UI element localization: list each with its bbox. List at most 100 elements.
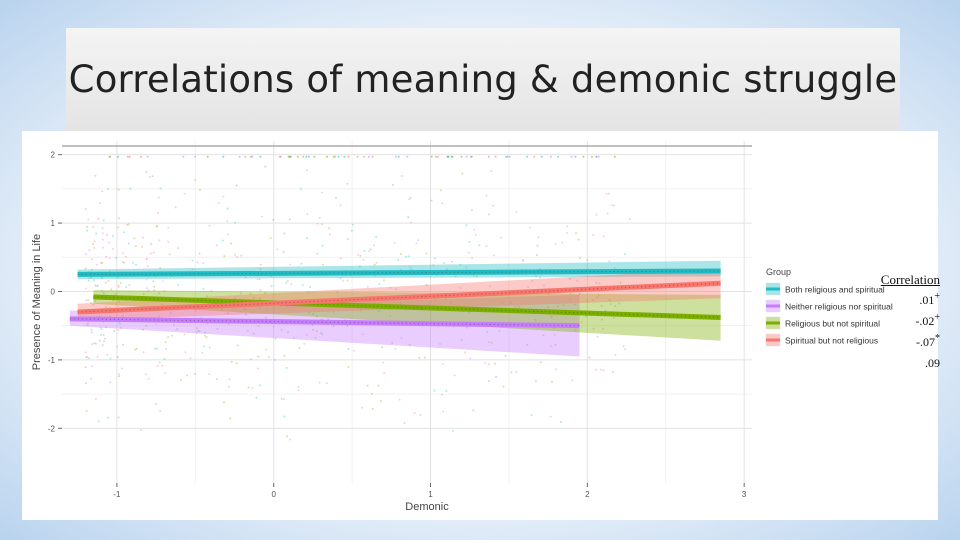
data-point — [108, 257, 111, 260]
data-point — [256, 367, 259, 370]
data-point — [140, 429, 143, 431]
data-point — [373, 302, 376, 304]
data-point — [434, 155, 437, 158]
data-point — [377, 384, 380, 387]
data-point — [465, 224, 468, 227]
data-point — [287, 331, 289, 334]
y-tick-label: -2 — [48, 424, 56, 433]
data-point — [288, 218, 291, 221]
y-tick-label: -1 — [48, 356, 56, 365]
data-point — [101, 261, 104, 264]
data-point — [573, 303, 576, 306]
data-point — [434, 298, 437, 301]
data-point — [117, 375, 120, 378]
data-point — [122, 343, 124, 346]
data-point — [595, 368, 598, 371]
data-point — [102, 334, 105, 337]
data-point — [460, 339, 463, 342]
data-point — [382, 361, 385, 364]
data-point — [227, 385, 230, 388]
data-point — [140, 245, 143, 248]
data-point — [125, 286, 128, 289]
data-point — [504, 354, 507, 357]
data-point — [127, 242, 130, 245]
data-point — [121, 260, 124, 263]
data-point — [536, 244, 539, 247]
data-point — [142, 351, 145, 354]
data-point — [90, 328, 93, 331]
data-point — [259, 289, 262, 292]
data-point — [399, 302, 402, 305]
data-point — [258, 278, 261, 281]
data-point — [107, 187, 110, 190]
data-point — [562, 304, 565, 307]
data-point — [362, 258, 365, 261]
data-point — [215, 378, 218, 381]
data-point — [135, 347, 138, 350]
data-point — [100, 277, 103, 280]
data-point — [347, 365, 350, 368]
data-point — [235, 362, 238, 365]
data-point — [159, 187, 162, 190]
data-point — [487, 341, 490, 344]
data-point — [578, 292, 581, 295]
data-point — [238, 155, 241, 158]
data-point — [197, 330, 200, 332]
data-point — [106, 353, 109, 356]
data-point — [259, 263, 262, 266]
x-tick-label: 1 — [428, 490, 433, 499]
data-point — [152, 251, 155, 254]
data-point — [279, 155, 282, 158]
data-point — [459, 287, 462, 289]
data-point — [227, 323, 230, 326]
data-point — [163, 357, 166, 360]
data-point — [259, 267, 262, 270]
data-point — [96, 285, 99, 287]
data-point — [85, 410, 88, 412]
confidence-band — [77, 268, 721, 321]
data-point — [91, 343, 93, 346]
data-point — [171, 334, 174, 337]
data-point — [299, 187, 302, 190]
data-point — [272, 325, 275, 328]
data-point — [493, 254, 495, 257]
title-banner: Correlations of meaning & demonic strugg… — [66, 28, 900, 131]
data-point — [305, 155, 308, 158]
data-point — [189, 357, 192, 360]
data-point — [95, 342, 97, 345]
data-point — [93, 279, 95, 282]
data-point — [535, 254, 538, 257]
data-point — [339, 277, 342, 280]
data-point — [425, 283, 428, 286]
legend-label: Religious but not spiritual — [785, 319, 880, 329]
data-point — [227, 233, 230, 236]
data-point — [550, 315, 553, 318]
data-point — [347, 238, 350, 241]
data-point — [359, 308, 362, 311]
data-point — [361, 333, 364, 336]
data-point — [239, 292, 242, 295]
data-point — [236, 344, 239, 347]
data-point — [308, 311, 311, 314]
data-point — [227, 312, 230, 315]
data-point — [353, 349, 356, 352]
data-point — [145, 278, 148, 281]
data-point — [84, 253, 87, 256]
data-point — [233, 297, 236, 300]
data-point — [315, 315, 318, 318]
data-point — [403, 422, 406, 424]
data-point — [157, 196, 160, 199]
data-point — [194, 178, 197, 181]
data-point — [591, 298, 594, 301]
data-point — [101, 344, 104, 347]
data-point — [107, 241, 110, 244]
data-point — [381, 346, 384, 349]
data-point — [613, 204, 616, 207]
axes: -1 0 1 2 3 2 1 0 -1 -2 Demonic Presence of Meaning … — [31, 151, 747, 513]
data-point — [258, 297, 261, 300]
data-point — [194, 155, 197, 158]
data-point — [303, 342, 306, 345]
data-point — [99, 326, 102, 329]
data-point — [236, 255, 239, 258]
legend-title: Group — [766, 267, 791, 277]
